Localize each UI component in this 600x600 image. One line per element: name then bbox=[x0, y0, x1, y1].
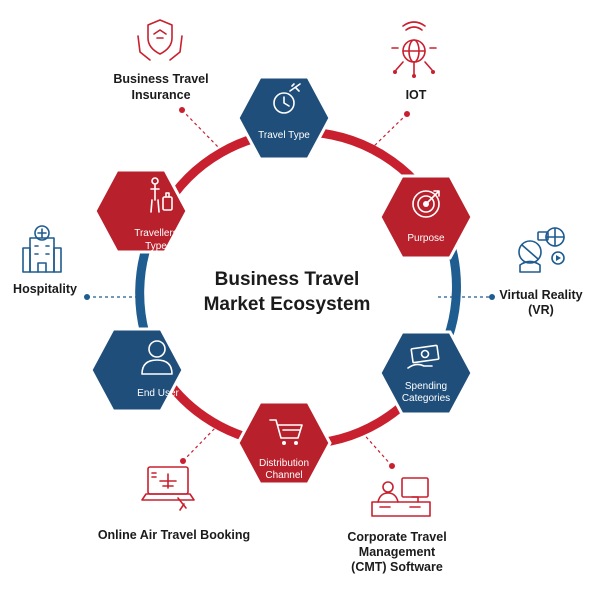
tech-label-line2: Insurance bbox=[131, 88, 190, 102]
connector-iot bbox=[370, 111, 410, 150]
segment-spending-categories[interactable]: Spending Categories bbox=[380, 332, 472, 414]
segment-travel-type[interactable]: Travel Type bbox=[238, 77, 330, 159]
connector-hospitality bbox=[84, 294, 140, 300]
segment-purpose[interactable]: Purpose bbox=[380, 176, 472, 258]
connector-cmt bbox=[360, 430, 395, 469]
shield-hands-icon bbox=[138, 20, 182, 60]
tech-label-line2: Management bbox=[359, 545, 436, 559]
segment-label-line2: Channel bbox=[265, 470, 302, 481]
segment-label-line1: Distribution bbox=[259, 458, 309, 469]
diagram-title-line2: Market Ecosystem bbox=[204, 294, 371, 315]
vr-headset-icon bbox=[519, 228, 564, 272]
segment-label-line2: Categories bbox=[402, 393, 450, 404]
desk-computer-icon bbox=[372, 478, 430, 516]
tech-label: IOT bbox=[406, 88, 427, 102]
tech-label: Hospitality bbox=[13, 282, 77, 296]
segment-label: End User bbox=[137, 388, 179, 399]
tech-label-line3: (CMT) Software bbox=[351, 560, 443, 574]
tech-iot: IOT bbox=[392, 22, 436, 102]
segment-label-line1: Travellers bbox=[134, 228, 178, 239]
laptop-plane-icon bbox=[142, 467, 194, 510]
segment-label: Travel Type bbox=[258, 130, 310, 141]
tech-cmt-software: Corporate Travel Management (CMT) Softwa… bbox=[347, 478, 446, 574]
tech-hospitality: Hospitality bbox=[13, 226, 77, 296]
diagram-title-line1: Business Travel bbox=[215, 269, 360, 290]
tech-label-line1: Corporate Travel bbox=[347, 530, 446, 544]
tech-label-line1: Business Travel bbox=[113, 72, 208, 86]
hotel-building-icon bbox=[23, 226, 61, 272]
tech-online-booking: Online Air Travel Booking bbox=[98, 467, 250, 542]
tech-vr: Virtual Reality (VR) bbox=[499, 228, 582, 317]
globe-network-icon bbox=[392, 22, 436, 78]
segment-distribution-channel[interactable]: Distribution Channel bbox=[238, 402, 330, 484]
segment-label-line1: Spending bbox=[405, 381, 447, 392]
segment-travellers-type[interactable]: Travellers Type bbox=[95, 170, 187, 252]
tech-label-line1: Virtual Reality bbox=[499, 288, 582, 302]
tech-insurance: Business Travel Insurance bbox=[113, 20, 208, 102]
tech-label-line2: (VR) bbox=[528, 303, 554, 317]
segment-label-line2: Type bbox=[145, 241, 167, 252]
tech-label: Online Air Travel Booking bbox=[98, 528, 250, 542]
connector-insurance bbox=[179, 107, 219, 148]
segment-label: Purpose bbox=[407, 233, 445, 244]
connector-booking bbox=[180, 425, 218, 464]
segment-end-user[interactable]: End User bbox=[91, 329, 183, 411]
connector-vr bbox=[438, 294, 495, 300]
